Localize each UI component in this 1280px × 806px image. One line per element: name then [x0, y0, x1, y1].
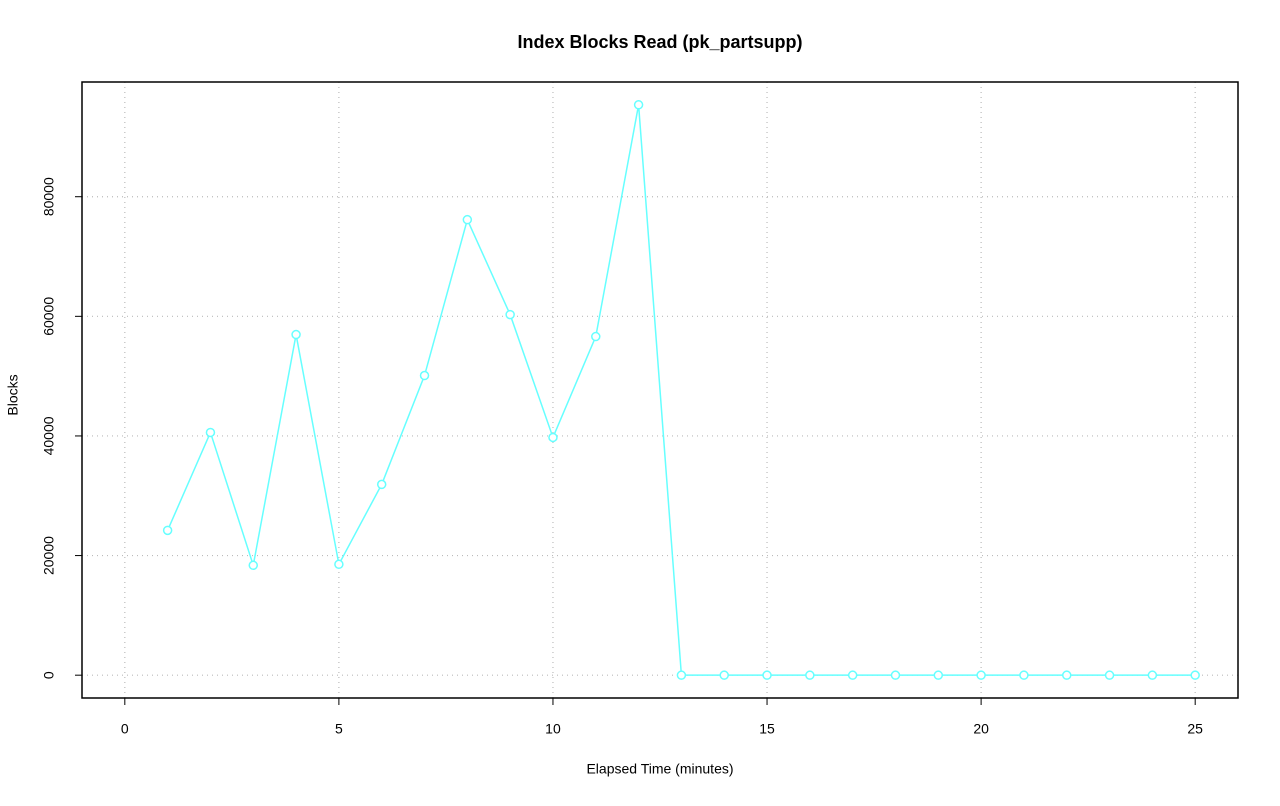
data-point: [419, 370, 430, 381]
x-tick-label: 15: [759, 721, 775, 737]
data-point: [291, 329, 301, 340]
data-point: [805, 670, 815, 680]
x-axis-label: Elapsed Time (minutes): [586, 761, 733, 777]
data-point: [847, 670, 858, 680]
y-tick-label: 80000: [41, 177, 57, 216]
x-tick-label: 0: [121, 721, 129, 737]
y-tick-label: 40000: [41, 416, 57, 455]
plot-frame: [81, 81, 1239, 699]
data-point: [205, 427, 216, 438]
data-point: [548, 432, 558, 443]
y-tick-label: 60000: [41, 297, 57, 336]
y-tick-label: 20000: [41, 536, 57, 575]
y-tick-label: 0: [41, 671, 57, 679]
data-point: [334, 559, 344, 570]
data-point: [890, 670, 901, 680]
data-point: [248, 560, 259, 571]
data-point: [376, 479, 387, 490]
data-point: [976, 670, 986, 680]
data-point: [1061, 670, 1072, 680]
data-point: [505, 309, 515, 320]
data-point: [462, 214, 473, 225]
data-point: [162, 525, 173, 536]
data-point: [1019, 670, 1029, 680]
data-point: [633, 100, 644, 110]
x-tick-label: 25: [1187, 721, 1203, 737]
data-point: [762, 670, 772, 680]
data-point: [591, 331, 601, 342]
chart-title: Index Blocks Read (pk_partsupp): [517, 32, 802, 52]
data-point: [933, 670, 944, 680]
x-tick-label: 10: [545, 721, 561, 737]
data-point: [1147, 670, 1158, 680]
x-tick-label: 20: [973, 721, 989, 737]
y-axis-label: Blocks: [5, 374, 21, 415]
data-point: [719, 670, 729, 680]
data-point: [676, 670, 687, 680]
data-point: [1104, 670, 1115, 680]
x-tick-label: 5: [335, 721, 343, 737]
data-point: [1190, 670, 1200, 680]
